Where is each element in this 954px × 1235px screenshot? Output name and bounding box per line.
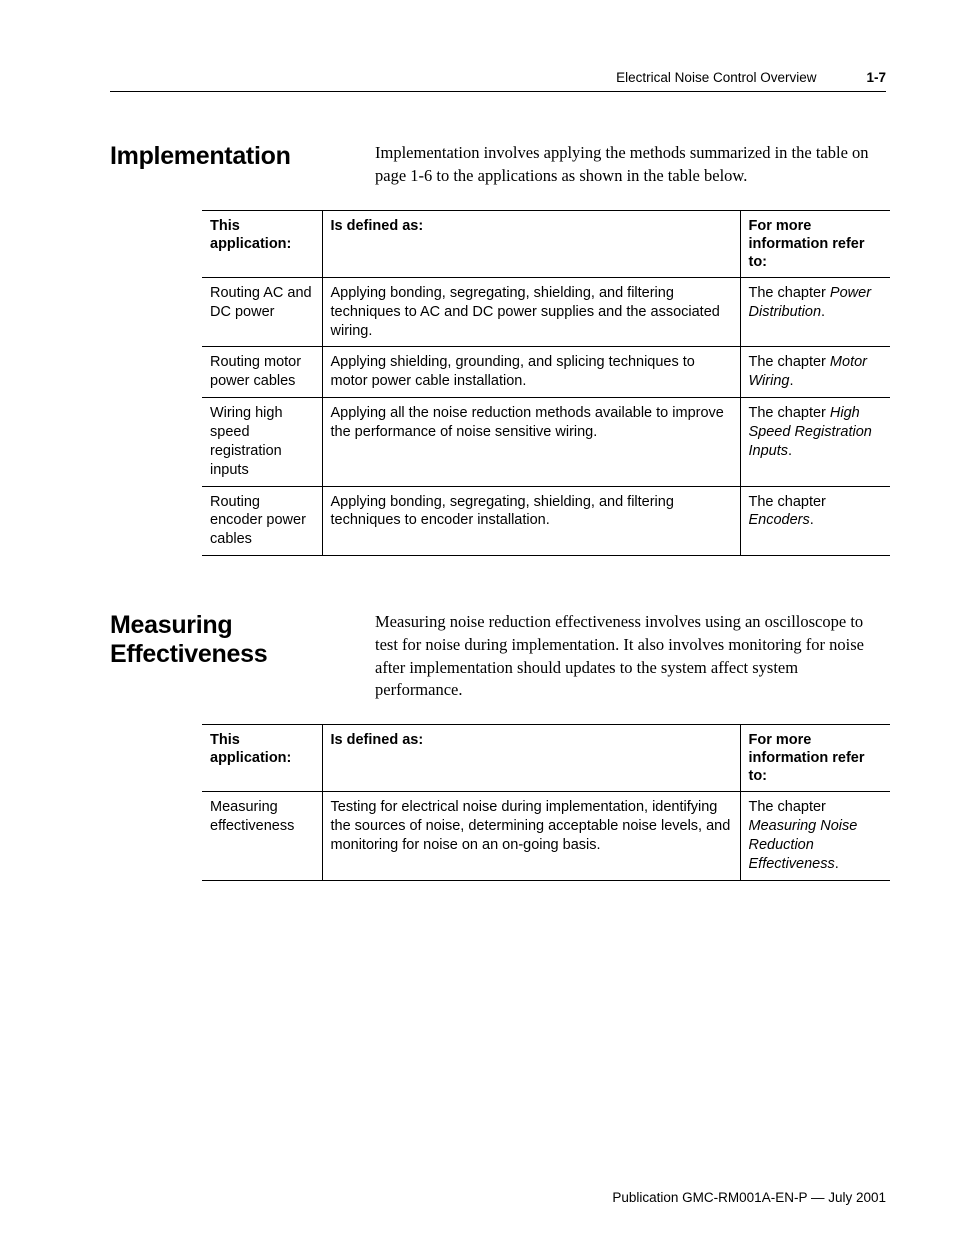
cell-defined-as: Applying shielding, grounding, and splic… <box>322 347 740 398</box>
cell-application: Routing motor power cables <box>202 347 322 398</box>
cell-application: Measuring effectiveness <box>202 792 322 880</box>
ref-suffix: . <box>810 512 814 528</box>
ref-prefix: The chapter <box>749 354 830 370</box>
table-row: Routing encoder power cables Applying bo… <box>202 486 890 556</box>
intro-measuring-effectiveness: Measuring noise reduction effectiveness … <box>375 611 886 702</box>
col-header-application: This application: <box>202 210 322 277</box>
cell-refer-to: The chapter Encoders. <box>740 486 890 556</box>
ref-prefix: The chapter <box>749 285 830 301</box>
table-row: Routing AC and DC power Applying bonding… <box>202 277 890 347</box>
cell-refer-to: The chapter Power Distribution. <box>740 277 890 347</box>
footer-publication: Publication GMC-RM001A-EN-P — July 2001 <box>612 1190 886 1205</box>
cell-defined-as: Applying bonding, segregating, shielding… <box>322 277 740 347</box>
table-row: Wiring high speed registration inputs Ap… <box>202 398 890 486</box>
col-header-refer-to: For more information refer to: <box>740 210 890 277</box>
ref-suffix: . <box>789 373 793 389</box>
col-header-refer-to: For more information refer to: <box>740 725 890 792</box>
running-header-title: Electrical Noise Control Overview <box>616 70 816 85</box>
cell-application: Wiring high speed registration inputs <box>202 398 322 486</box>
running-header: Electrical Noise Control Overview 1-7 <box>110 70 886 92</box>
ref-prefix: The chapter <box>749 799 826 815</box>
col-header-defined-as: Is defined as: <box>322 725 740 792</box>
section-implementation: Implementation Implementation involves a… <box>110 142 886 556</box>
table-implementation: This application: Is defined as: For mor… <box>202 210 890 557</box>
cell-defined-as: Applying bonding, segregating, shielding… <box>322 486 740 556</box>
cell-refer-to: The chapter Motor Wiring. <box>740 347 890 398</box>
table-measuring-effectiveness: This application: Is defined as: For mor… <box>202 724 890 881</box>
ref-italic: Measuring Noise Reduction Effectiveness <box>749 818 858 872</box>
ref-prefix: The chapter <box>749 405 830 421</box>
heading-measuring-effectiveness: Measuring Effectiveness <box>110 611 375 669</box>
heading-implementation: Implementation <box>110 142 375 171</box>
table-row: Measuring effectiveness Testing for elec… <box>202 792 890 880</box>
table-row: Routing motor power cables Applying shie… <box>202 347 890 398</box>
section-measuring-effectiveness: Measuring Effectiveness Measuring noise … <box>110 611 886 881</box>
page-number: 1-7 <box>866 70 886 85</box>
ref-suffix: . <box>821 304 825 320</box>
ref-prefix: The chapter <box>749 494 826 510</box>
ref-suffix: . <box>835 856 839 872</box>
cell-defined-as: Applying all the noise reduction methods… <box>322 398 740 486</box>
cell-application: Routing encoder power cables <box>202 486 322 556</box>
ref-italic: Encoders <box>749 512 810 528</box>
cell-refer-to: The chapter Measuring Noise Reduction Ef… <box>740 792 890 880</box>
cell-defined-as: Testing for electrical noise during impl… <box>322 792 740 880</box>
intro-implementation: Implementation involves applying the met… <box>375 142 886 188</box>
col-header-application: This application: <box>202 725 322 792</box>
col-header-defined-as: Is defined as: <box>322 210 740 277</box>
cell-application: Routing AC and DC power <box>202 277 322 347</box>
ref-suffix: . <box>788 443 792 459</box>
cell-refer-to: The chapter High Speed Registration Inpu… <box>740 398 890 486</box>
